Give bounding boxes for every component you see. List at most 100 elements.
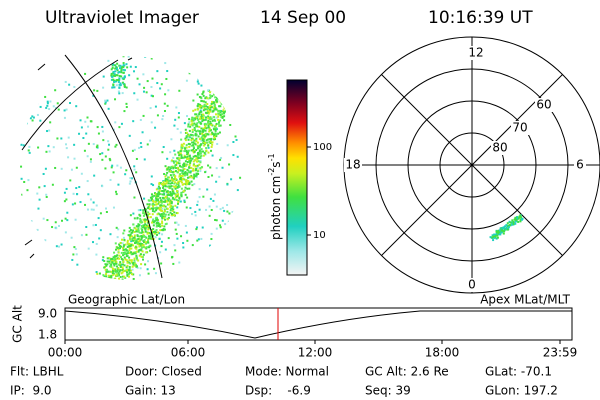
pixel <box>235 130 238 133</box>
pixel <box>131 229 134 232</box>
pixel <box>161 207 164 210</box>
pixel <box>99 277 102 280</box>
pixel <box>209 116 212 119</box>
pixel <box>107 274 110 277</box>
pixel <box>222 111 225 114</box>
pixel <box>207 89 210 92</box>
pixel <box>161 118 164 121</box>
pixel <box>108 262 111 265</box>
pixel <box>150 229 153 232</box>
pixel <box>185 146 188 149</box>
pixel <box>211 119 214 122</box>
pixel <box>205 208 208 211</box>
pixel <box>123 285 125 287</box>
pixel <box>109 159 112 162</box>
pixel <box>218 97 221 100</box>
pixel <box>173 214 176 217</box>
pixel <box>27 149 30 152</box>
pixel <box>214 61 217 64</box>
pixel <box>229 71 232 74</box>
pixel <box>121 92 124 95</box>
pixel <box>170 165 173 168</box>
pixel <box>147 240 150 243</box>
pixel <box>156 70 159 73</box>
pixel <box>112 273 115 276</box>
pixel <box>152 217 155 220</box>
pixel <box>95 145 98 148</box>
pixel <box>136 234 139 237</box>
pixel <box>503 225 506 228</box>
pixel <box>500 231 503 234</box>
pixel <box>191 128 194 131</box>
pixel <box>117 274 120 277</box>
pixel <box>112 259 115 262</box>
pixel <box>121 81 124 84</box>
pixel <box>114 67 117 70</box>
pixel <box>188 145 191 148</box>
pixel <box>207 122 210 125</box>
pixel <box>89 198 92 201</box>
pixel <box>116 236 119 239</box>
pixel <box>185 206 188 209</box>
mlat-label: 60 <box>536 98 551 112</box>
pixel <box>60 167 63 170</box>
pixel <box>196 104 199 107</box>
pixel <box>198 149 201 152</box>
pixel <box>503 230 506 233</box>
pixel <box>217 122 220 125</box>
pixel <box>38 76 41 79</box>
pixel <box>143 239 146 242</box>
pixel <box>151 199 154 202</box>
pixel <box>87 125 90 128</box>
pixel <box>222 56 225 58</box>
pixel <box>212 84 215 87</box>
pixel <box>127 250 130 253</box>
pixel <box>137 225 140 228</box>
pixel <box>172 178 175 181</box>
pixel <box>147 228 150 231</box>
pixel <box>142 114 145 117</box>
pixel <box>123 244 126 247</box>
pixel <box>155 209 158 212</box>
pixel <box>225 108 228 111</box>
pixel <box>187 138 190 141</box>
pixel <box>209 197 212 200</box>
pixel <box>191 124 194 127</box>
pixel <box>184 179 187 182</box>
pixel <box>207 124 210 127</box>
pixel <box>196 108 199 111</box>
pixel <box>26 189 29 192</box>
pixel <box>133 257 136 260</box>
pixel <box>122 248 125 251</box>
pixel <box>203 107 206 110</box>
pixel <box>187 170 190 173</box>
pixel <box>132 223 135 226</box>
pixel <box>220 85 223 88</box>
pixel <box>202 105 205 108</box>
pixel <box>201 226 204 229</box>
pixel <box>496 230 499 233</box>
pixel <box>197 82 200 85</box>
pixel <box>128 74 131 77</box>
pixel <box>187 123 190 126</box>
pixel <box>203 136 206 139</box>
pixel <box>154 201 157 204</box>
pixel <box>27 256 30 259</box>
pixel <box>212 128 215 131</box>
pixel <box>23 64 26 67</box>
pixel <box>36 102 39 105</box>
pixel <box>166 210 169 213</box>
pixel <box>202 195 205 198</box>
pixel <box>196 153 199 156</box>
pixel <box>219 100 222 103</box>
pixel <box>222 95 225 98</box>
pixel <box>41 266 44 269</box>
pixel <box>174 193 177 196</box>
pixel <box>239 176 242 179</box>
pixel <box>113 264 116 267</box>
pixel <box>103 260 106 263</box>
pixel <box>164 218 167 221</box>
pixel <box>207 121 210 124</box>
pixel <box>202 64 205 67</box>
pixel <box>188 166 191 169</box>
